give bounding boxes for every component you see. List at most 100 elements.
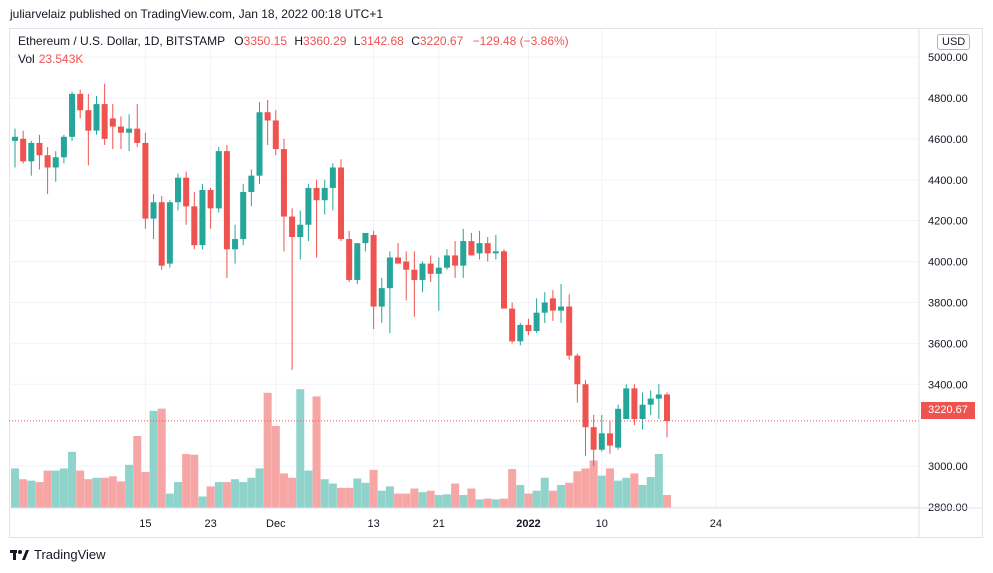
candle-body (639, 404, 646, 420)
candle-body (313, 187, 320, 201)
volume-bar (557, 484, 566, 508)
candle-body (20, 138, 27, 162)
volume-bar (646, 477, 655, 508)
symbol-name[interactable]: Ethereum / U.S. Dollar, 1D, BITSTAMP (18, 34, 225, 48)
candle-body (509, 308, 516, 342)
volume-bar (377, 490, 386, 508)
volume-bar (605, 468, 614, 508)
volume-bar (304, 470, 313, 508)
x-tick-label: 13 (367, 518, 379, 530)
volume-label[interactable]: Vol (18, 52, 35, 66)
volume-bar (418, 492, 427, 508)
candle-body (468, 241, 475, 256)
volume-bar (630, 473, 639, 508)
volume-bar (108, 476, 117, 508)
candle-body (338, 167, 344, 240)
brand-label: TradingView (34, 547, 106, 562)
volume-bar (402, 493, 411, 508)
candle-body (117, 126, 124, 133)
candle-body (541, 302, 548, 313)
volume-bar (524, 493, 533, 508)
volume-bar (19, 479, 28, 508)
candle-body (150, 202, 157, 219)
volume-bar (165, 493, 174, 508)
candle-body (623, 388, 630, 420)
candle-body (435, 267, 442, 274)
currency-button[interactable]: USD (937, 34, 971, 50)
volume-bar (410, 488, 419, 508)
tradingview-brand[interactable]: TradingView (10, 547, 106, 562)
y-tick-label: 4400.00 (928, 175, 968, 187)
volume-bar (214, 482, 223, 508)
volume-bar (369, 469, 378, 508)
volume-bar (288, 477, 297, 508)
x-tick-label: 24 (710, 518, 722, 530)
y-tick-label: 5000.00 (928, 52, 968, 64)
volume-bar (581, 468, 590, 508)
candle-body (232, 239, 239, 250)
candle-body (598, 433, 605, 450)
volume-value: 23.543K (38, 52, 84, 66)
candle-body (101, 104, 108, 139)
candlestick-chart[interactable]: 5000.00 4800.00 4600.00 4400.00 4200.00 4000.… (9, 28, 983, 538)
volume-bar (76, 470, 85, 508)
y-tick-label: 4600.00 (928, 134, 968, 146)
volume-bar (337, 487, 345, 508)
volume-bar (149, 410, 158, 508)
candle-body (134, 128, 141, 143)
candle-body (305, 187, 312, 225)
candle-body (175, 177, 181, 203)
volume-legend: Vol 23.543K (18, 52, 83, 66)
volume-bar (116, 481, 125, 508)
volume-bar (654, 454, 663, 508)
candle-body (223, 151, 230, 250)
volume-bar (231, 479, 240, 508)
volume-bar (597, 475, 606, 508)
candle-body (191, 206, 198, 246)
candle-body (321, 187, 328, 201)
candle-body (280, 149, 287, 217)
volume-bar (394, 493, 403, 508)
candle-body (52, 157, 59, 168)
low-value: 3142.68 (360, 34, 404, 48)
change-value: −129.48 (−3.86%) (472, 34, 569, 48)
high-value: 3360.29 (303, 34, 347, 48)
candle-body (215, 151, 222, 209)
candle-body (36, 142, 43, 156)
candle-body (443, 255, 450, 268)
volume-bar (263, 392, 272, 508)
x-tick-label: 2022 (516, 518, 540, 530)
candle-body (574, 355, 581, 385)
candle-body (272, 120, 279, 150)
candle-body (615, 408, 622, 448)
volume-bar (68, 451, 77, 508)
volume-bar (500, 498, 508, 508)
candle-body (525, 324, 532, 332)
volume-bar (532, 490, 541, 508)
volume-bar (296, 389, 305, 508)
candle-body (460, 241, 467, 266)
candle-body (142, 142, 149, 219)
volume-bar (467, 488, 476, 508)
candle-body (329, 167, 336, 188)
candle-body (395, 257, 402, 264)
candle-body (501, 251, 507, 309)
candles (9, 83, 919, 467)
volume-bar (35, 482, 44, 508)
volume-bar (508, 469, 517, 508)
volume-bar (11, 468, 19, 508)
candle-body (419, 263, 426, 280)
candle-body (566, 306, 573, 356)
volume-bar (442, 494, 451, 508)
volume-bar (239, 482, 248, 508)
x-tick-label: 15 (139, 518, 151, 530)
y-tick-label: 4800.00 (928, 93, 968, 105)
tradingview-logo-icon (10, 549, 29, 560)
candle-body (362, 232, 369, 244)
candle-body (12, 136, 18, 141)
volume-bar (279, 473, 288, 508)
volume-bar (491, 499, 500, 508)
close-label: C (411, 34, 420, 48)
volume-bar (222, 482, 231, 508)
candle-body (452, 255, 459, 266)
